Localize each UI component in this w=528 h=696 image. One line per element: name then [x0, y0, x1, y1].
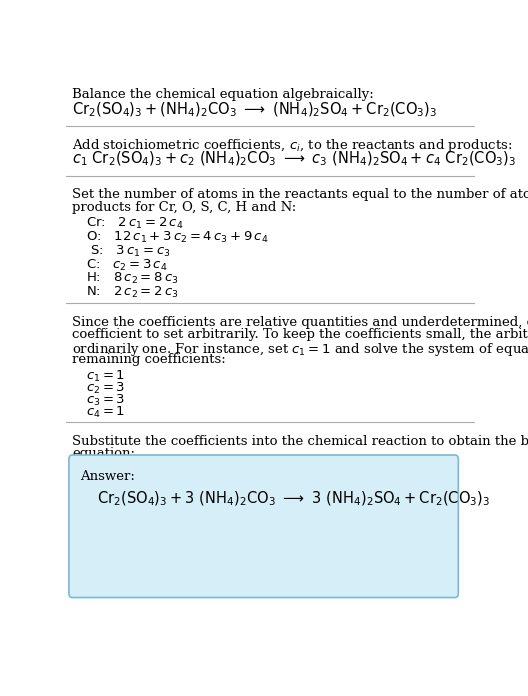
Text: Substitute the coefficients into the chemical reaction to obtain the balanced: Substitute the coefficients into the che…	[72, 434, 528, 448]
Text: products for Cr, O, S, C, H and N:: products for Cr, O, S, C, H and N:	[72, 200, 296, 214]
Text: $c_4 = 1$: $c_4 = 1$	[87, 405, 126, 420]
Text: $c_2 = 3$: $c_2 = 3$	[87, 381, 126, 396]
Text: $c_3 = 3$: $c_3 = 3$	[87, 393, 126, 408]
Text: $c_1 = 1$: $c_1 = 1$	[87, 368, 126, 383]
Text: $\mathrm{Cr_2(SO_4)_3 + (NH_4)_2CO_3 \ \longrightarrow \ (NH_4)_2SO_4 + Cr_2(CO_: $\mathrm{Cr_2(SO_4)_3 + (NH_4)_2CO_3 \ \…	[72, 100, 437, 119]
Text: Add stoichiometric coefficients, $c_i$, to the reactants and products:: Add stoichiometric coefficients, $c_i$, …	[72, 137, 513, 155]
Text: Answer:: Answer:	[80, 470, 135, 483]
Text: H: $\ \ 8\,c_2 = 8\,c_3$: H: $\ \ 8\,c_2 = 8\,c_3$	[87, 271, 179, 287]
Text: remaining coefficients:: remaining coefficients:	[72, 353, 226, 366]
Text: Balance the chemical equation algebraically:: Balance the chemical equation algebraica…	[72, 88, 374, 101]
Text: equation:: equation:	[72, 447, 135, 460]
FancyBboxPatch shape	[69, 455, 458, 598]
Text: coefficient to set arbitrarily. To keep the coefficients small, the arbitrary va: coefficient to set arbitrarily. To keep …	[72, 329, 528, 341]
Text: S: $\ \ 3\,c_1 = c_3$: S: $\ \ 3\,c_1 = c_3$	[87, 244, 171, 259]
Text: C: $\ \ c_2 = 3\,c_4$: C: $\ \ c_2 = 3\,c_4$	[87, 258, 168, 273]
Text: $c_1\ \mathrm{Cr_2(SO_4)_3} + c_2\ \mathrm{(NH_4)_2CO_3}\ \longrightarrow\ c_3\ : $c_1\ \mathrm{Cr_2(SO_4)_3} + c_2\ \math…	[72, 150, 516, 168]
Text: $\mathrm{Cr_2(SO_4)_3 + 3\ (NH_4)_2CO_3\ \longrightarrow\ 3\ (NH_4)_2SO_4 + Cr_2: $\mathrm{Cr_2(SO_4)_3 + 3\ (NH_4)_2CO_3\…	[97, 490, 490, 509]
Text: O: $\ \ 12\,c_1 + 3\,c_2 = 4\,c_3 + 9\,c_4$: O: $\ \ 12\,c_1 + 3\,c_2 = 4\,c_3 + 9\,c…	[87, 230, 269, 245]
Text: Cr: $\ \ 2\,c_1 = 2\,c_4$: Cr: $\ \ 2\,c_1 = 2\,c_4$	[87, 216, 184, 231]
Text: ordinarily one. For instance, set $c_1 = 1$ and solve the system of equations fo: ordinarily one. For instance, set $c_1 =…	[72, 341, 528, 358]
Text: Since the coefficients are relative quantities and underdetermined, choose a: Since the coefficients are relative quan…	[72, 316, 528, 329]
Text: N: $\ \ 2\,c_2 = 2\,c_3$: N: $\ \ 2\,c_2 = 2\,c_3$	[87, 285, 179, 301]
Text: Set the number of atoms in the reactants equal to the number of atoms in the: Set the number of atoms in the reactants…	[72, 188, 528, 201]
